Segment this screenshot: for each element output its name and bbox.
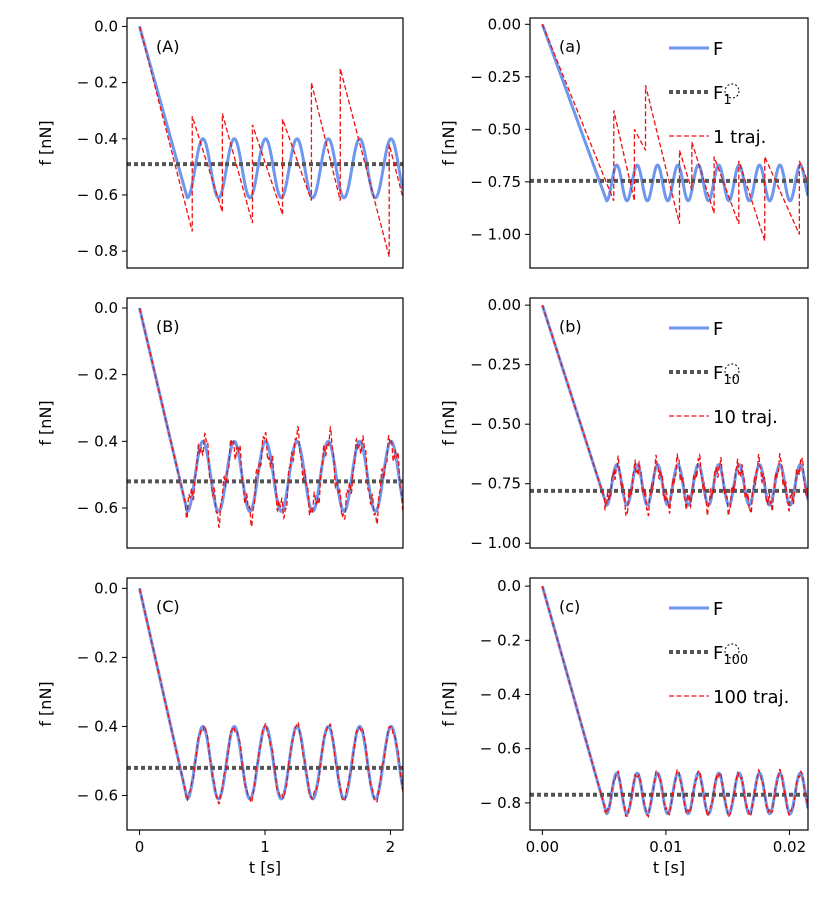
ytick-label: − 0.6 bbox=[77, 786, 118, 804]
y-axis-label: f [nN] bbox=[439, 120, 458, 165]
ytick-label: − 0.50 bbox=[470, 415, 521, 433]
panel-label: (A) bbox=[156, 37, 179, 56]
legend-entry: F1 bbox=[713, 83, 732, 108]
panel-label: (b) bbox=[559, 317, 582, 336]
axes-frame bbox=[126, 297, 404, 549]
series-F bbox=[540, 23, 808, 203]
legend-entry: F bbox=[713, 599, 723, 620]
legend-entry: 100 traj. bbox=[713, 687, 789, 708]
ytick-label: − 0.2 bbox=[77, 648, 118, 666]
xtick-label: 1 bbox=[260, 838, 270, 856]
plot-area bbox=[127, 588, 403, 805]
xtick-label: 0.00 bbox=[526, 838, 559, 856]
ytick-label: − 0.8 bbox=[480, 794, 521, 812]
ytick-label: − 0.4 bbox=[77, 432, 118, 450]
y-axis-label: f [nN] bbox=[36, 120, 55, 165]
ytick-label: − 0.25 bbox=[470, 68, 521, 86]
panel-C: 0.0 − 0.2 − 0.4 − 0.6 0 1 2 f [nN] t [s] (C) bbox=[36, 577, 404, 877]
series-trajectory bbox=[138, 26, 403, 257]
series-trajectory bbox=[541, 304, 808, 517]
ytick-label: − 0.75 bbox=[470, 475, 521, 493]
panel-c: 0.0 − 0.2 − 0.4 − 0.6 − 0.8 0.00 0.01 0.02 f [nN… bbox=[439, 577, 809, 877]
series-trajectory bbox=[541, 24, 808, 241]
y-axis-label: f [nN] bbox=[439, 400, 458, 445]
y-axis-label: f [nN] bbox=[36, 400, 55, 445]
ytick-label: 0.0 bbox=[94, 579, 118, 597]
panel-a: 0.00 − 0.25 − 0.50 − 0.75 − 1.00 f [nN] (a) F F1… bbox=[439, 15, 809, 269]
plot-area bbox=[127, 307, 403, 528]
series-trajectory bbox=[541, 585, 808, 819]
plot-area bbox=[530, 304, 808, 517]
panel-B: 0.0 − 0.2 − 0.4 − 0.6 f [nN] (B) bbox=[36, 297, 404, 549]
legend-entry: F bbox=[713, 319, 723, 340]
ytick-label: − 0.2 bbox=[77, 74, 118, 92]
ytick-label: − 0.2 bbox=[77, 366, 118, 384]
ytick-label: 0.00 bbox=[488, 296, 521, 314]
axes-frame bbox=[126, 17, 404, 269]
legend-entry: 10 traj. bbox=[713, 407, 778, 428]
ytick-label: − 0.75 bbox=[470, 173, 521, 191]
xtick-label: 0.02 bbox=[773, 838, 806, 856]
panel-b: 0.00− 0.25− 0.50− 0.75− 1.00f [nN](b) FF1… bbox=[439, 296, 809, 552]
panel-label: (B) bbox=[156, 317, 179, 336]
xtick-label: 2 bbox=[386, 838, 396, 856]
ytick-label: − 0.8 bbox=[77, 242, 118, 260]
legend-dotted-circle bbox=[724, 643, 740, 659]
x-axis-label: t [s] bbox=[249, 858, 281, 877]
ytick-label: − 0.50 bbox=[470, 120, 521, 138]
ytick-label: − 0.6 bbox=[77, 186, 118, 204]
legend-entry: F100 bbox=[713, 643, 748, 668]
legend-entry: 1 traj. bbox=[713, 127, 766, 148]
ytick-label: − 1.00 bbox=[470, 534, 521, 552]
plot-area bbox=[530, 585, 808, 819]
y-axis-label: f [nN] bbox=[439, 681, 458, 726]
legend-dotted-circle bbox=[724, 363, 740, 379]
panel-label: (a) bbox=[559, 37, 581, 56]
ytick-label: − 0.6 bbox=[77, 499, 118, 517]
legend-subscript: 100 bbox=[723, 653, 748, 668]
ytick-label: − 0.6 bbox=[480, 740, 521, 758]
ytick-label: − 1.00 bbox=[470, 225, 521, 243]
panel-A: 0.0 − 0.2 − 0.4 − 0.6 − 0.8 f [nN] (A) bbox=[36, 17, 404, 269]
legend-subscript: 1 bbox=[723, 93, 731, 108]
y-axis-label: f [nN] bbox=[36, 681, 55, 726]
series-trajectory bbox=[138, 307, 403, 528]
panel-label: (C) bbox=[156, 597, 180, 616]
axes-frame bbox=[529, 297, 809, 549]
ytick-label: 0.0 bbox=[94, 299, 118, 317]
legend-entry: F bbox=[713, 39, 723, 60]
ytick-label: − 0.25 bbox=[470, 356, 521, 374]
ytick-label: − 0.4 bbox=[77, 717, 118, 735]
legend-subscript: 10 bbox=[723, 373, 740, 388]
ytick-label: − 0.4 bbox=[77, 130, 118, 148]
ytick-label: − 0.2 bbox=[480, 631, 521, 649]
panel-label: (c) bbox=[559, 597, 580, 616]
plot-area bbox=[530, 23, 808, 241]
legend: F F1 1 traj. bbox=[669, 39, 766, 148]
axes-frame bbox=[529, 577, 809, 831]
axes-frame bbox=[529, 17, 809, 269]
plot-area bbox=[127, 25, 403, 257]
x-axis-label: t [s] bbox=[653, 858, 685, 877]
ytick-label: 0.00 bbox=[488, 15, 521, 33]
ytick-label: 0.0 bbox=[94, 17, 118, 35]
xtick-label: 0.01 bbox=[649, 838, 682, 856]
xtick-label: 0 bbox=[135, 838, 145, 856]
legend-dotted-circle bbox=[724, 83, 740, 99]
ytick-label: − 0.4 bbox=[480, 686, 521, 704]
legend: F F100 100 traj. bbox=[669, 599, 789, 708]
ytick-label: 0.0 bbox=[497, 577, 521, 595]
series-trajectory bbox=[138, 588, 403, 805]
